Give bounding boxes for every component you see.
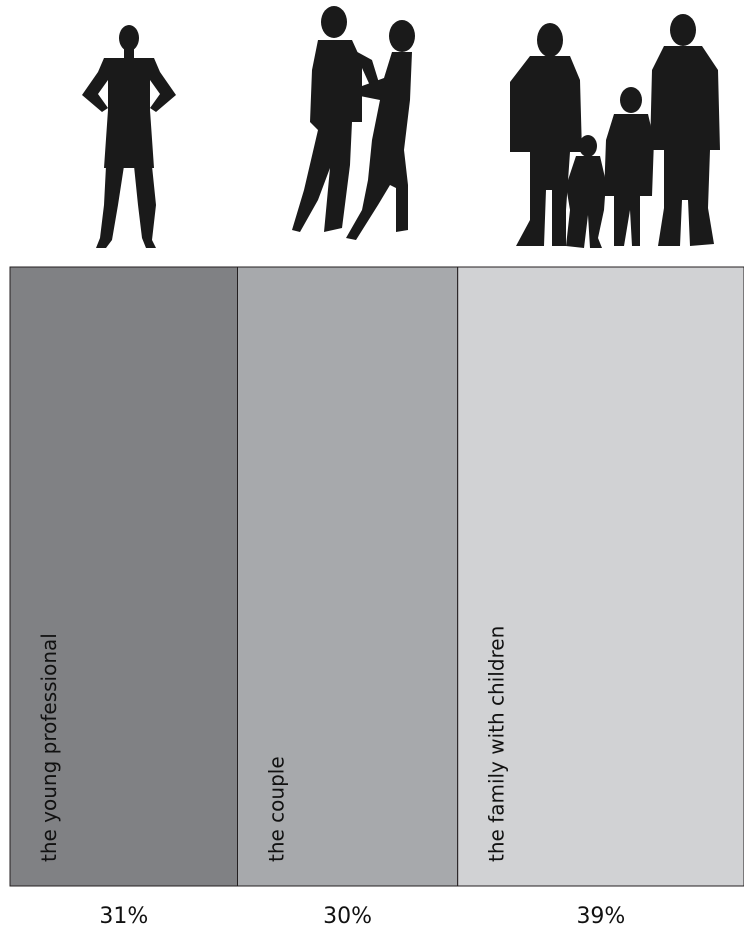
segment-labels-group: the young professional the couple the fami… [37,626,509,862]
segment-label-1: the young professional [37,633,61,862]
segments-group [9,266,744,887]
percent-label-1: 31% [99,904,148,929]
segment-bar-3 [457,266,744,887]
young-professional-silhouette-icon [82,25,176,248]
percent-label-2: 30% [323,904,372,929]
segment-label-3: the family with children [485,626,509,862]
segment-label-2: the couple [265,756,289,862]
segment-bar-1 [9,266,238,887]
couple-silhouette-icon [292,6,415,240]
family-silhouette-icon [510,14,720,248]
segment-bar-2 [237,266,459,887]
percent-labels-group: 31% 30% 39% [99,904,625,929]
percent-label-3: 39% [576,904,625,929]
